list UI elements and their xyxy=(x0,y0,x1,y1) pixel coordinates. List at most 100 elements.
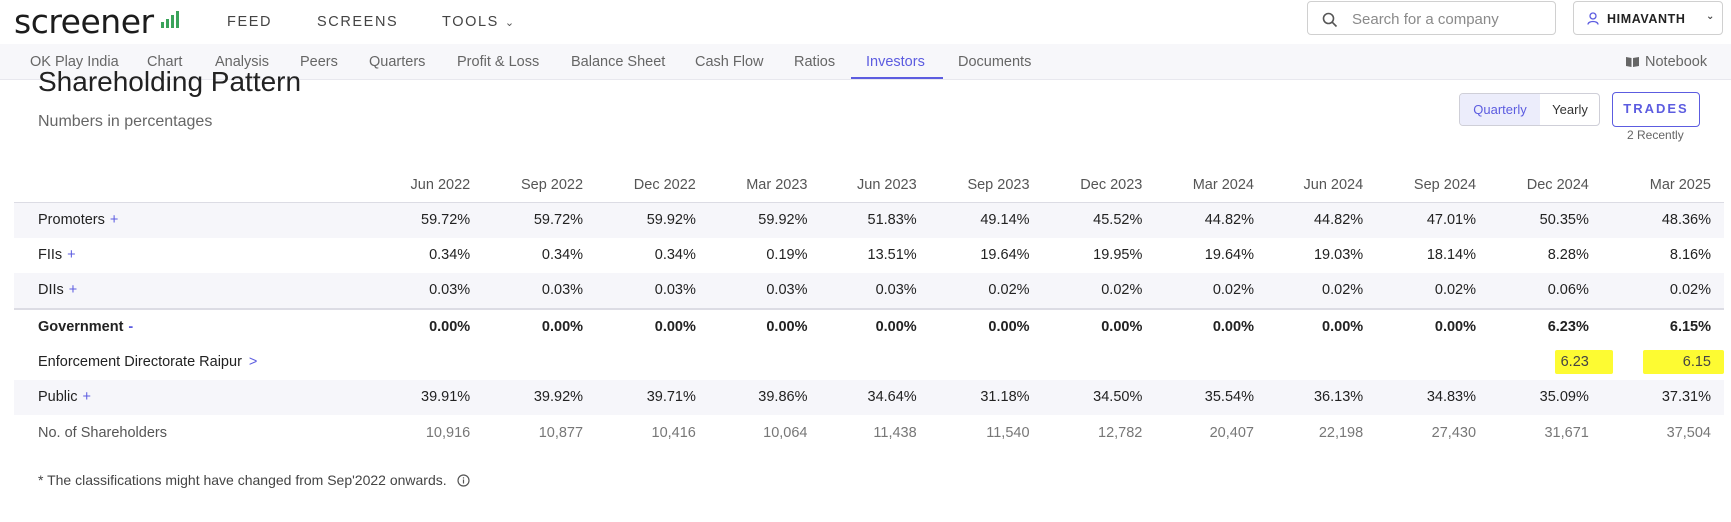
table-cell: 19.64% xyxy=(1204,247,1254,264)
column-header: Sep 2024 xyxy=(1376,168,1490,203)
toggle-yearly[interactable]: Yearly xyxy=(1552,102,1588,117)
table-cell: 10,877 xyxy=(538,424,584,441)
table-cell: 59.72% xyxy=(483,202,597,238)
trades-button[interactable]: TRADES xyxy=(1612,92,1700,127)
row-label-diis[interactable]: DIIs + xyxy=(14,273,374,309)
subnav-item-company[interactable]: OK Play India xyxy=(30,54,119,70)
subnav-item-profit-loss[interactable]: Profit & Loss xyxy=(457,54,540,70)
column-header: Jun 2024 xyxy=(1266,168,1377,203)
subnav-item-chart[interactable]: Chart xyxy=(147,54,183,70)
table-cell: 8.28% xyxy=(1547,247,1589,264)
footnote: * The classifications might have changed… xyxy=(38,472,470,488)
subnav-item-ratios[interactable]: Ratios xyxy=(794,54,836,70)
table-cell: 34.64% xyxy=(820,379,930,415)
table-cell: 27,430 xyxy=(1431,424,1477,441)
table-cell: 59.92% xyxy=(708,202,821,238)
search-box[interactable] xyxy=(1307,1,1556,35)
table-cell xyxy=(483,344,596,380)
table-cell: 34.83% xyxy=(1376,379,1490,415)
table-row-fiis: FIIs +0.34% 0.34% 0.34% 0.19% 13.51% 19.64% 19.… xyxy=(14,238,1724,274)
row-label-promoters[interactable]: Promoters + xyxy=(14,202,374,238)
expand-plus-icon[interactable]: + xyxy=(67,247,76,264)
trades-recent-count: 2 Recently xyxy=(1627,128,1684,142)
table-cell: 19.03% xyxy=(1313,247,1364,264)
search-icon xyxy=(1322,12,1338,28)
table-cell: 44.82% xyxy=(1266,202,1377,238)
row-label-government[interactable]: Government - xyxy=(14,307,374,344)
table-cell xyxy=(820,344,929,380)
subnav-item-peers[interactable]: Peers xyxy=(300,54,338,70)
table-cell: 22,198 xyxy=(1318,424,1364,441)
notebook-link[interactable]: Notebook xyxy=(1625,54,1707,70)
company-subnav: OK Play India Chart Analysis Peers Quart… xyxy=(0,44,1731,80)
table-cell: 35.54% xyxy=(1155,379,1267,415)
subnav-item-cash-flow[interactable]: Cash Flow xyxy=(695,54,764,70)
period-toggle: Quarterly Yearly xyxy=(1459,93,1600,126)
row-label-public[interactable]: Public + xyxy=(14,379,374,415)
table-cell xyxy=(1043,344,1156,380)
table-cell: 6.23 xyxy=(1489,344,1613,380)
highlighted-value: 6.23 xyxy=(1554,349,1613,374)
subnav-item-documents[interactable]: Documents xyxy=(958,54,1032,70)
table-cell: 36.13% xyxy=(1266,379,1377,415)
subnav-item-analysis[interactable]: Analysis xyxy=(215,54,269,70)
user-icon xyxy=(1587,12,1599,25)
table-cell: 31,671 xyxy=(1544,424,1589,441)
table-cell: 0.34% xyxy=(654,247,696,264)
row-label-text: DIIs xyxy=(38,282,64,299)
table-row-enforcement-directorate: Enforcement Directorate Raipur > 6.23 6.15 xyxy=(14,344,1724,380)
highlighted-value: 6.15 xyxy=(1642,349,1724,374)
info-icon[interactable] xyxy=(456,474,470,487)
subnav-item-balance-sheet[interactable]: Balance Sheet xyxy=(571,54,666,70)
user-menu-button[interactable]: HIMAVANTH ⌄ xyxy=(1573,1,1723,35)
table-cell xyxy=(374,344,483,380)
expand-plus-icon[interactable]: + xyxy=(68,282,78,299)
table-cell: 0.34% xyxy=(429,247,471,264)
row-label-text: Promoters xyxy=(38,212,105,228)
section-title: Shareholding Pattern xyxy=(38,66,302,97)
notebook-label: Notebook xyxy=(1645,54,1708,70)
expand-plus-icon[interactable]: + xyxy=(82,389,91,406)
nav-screens[interactable]: SCREENS xyxy=(317,14,399,30)
chevron-right-icon[interactable]: > xyxy=(248,353,258,370)
table-row-public: Public +39.91% 39.92% 39.71% 39.86% 34.64% 31.… xyxy=(14,379,1724,415)
table-cell: 39.92% xyxy=(483,379,597,415)
table-cell: 0.34% xyxy=(541,247,584,264)
table-cell xyxy=(709,344,821,380)
row-label-enforcement-directorate[interactable]: Enforcement Directorate Raipur > xyxy=(14,344,374,380)
subnav-item-quarters[interactable]: Quarters xyxy=(369,54,426,70)
table-cell xyxy=(930,344,1043,380)
table-cell: 8.16% xyxy=(1669,247,1711,264)
table-cell: 0.02% xyxy=(929,273,1043,309)
table-row-government: Government -0.00% 0.00% 0.00% 0.00% 0.00% 0.00… xyxy=(14,307,1724,344)
table-cell: 0.00% xyxy=(820,307,930,344)
table-cell: 0.03% xyxy=(820,273,930,309)
toggle-quarterly[interactable]: Quarterly xyxy=(1460,94,1540,125)
table-cell: 0.02% xyxy=(1266,273,1377,309)
table-cell: 51.83% xyxy=(820,202,930,238)
table-cell: 39.91% xyxy=(374,379,484,415)
table-cell: 50.35% xyxy=(1489,202,1602,238)
column-header: Sep 2022 xyxy=(483,168,597,203)
table-cell: 0.00% xyxy=(929,307,1043,344)
table-cell xyxy=(1155,344,1267,380)
nav-feed[interactable]: FEED xyxy=(227,14,273,30)
expand-plus-icon[interactable]: + xyxy=(109,212,119,228)
logo-bars-icon xyxy=(161,11,179,28)
table-cell: 0.02% xyxy=(1155,273,1267,309)
nav-tools[interactable]: TOOLS ⌄ xyxy=(442,14,516,30)
table-header-row: Jun 2022 Sep 2022 Dec 2022 Mar 2023 Jun … xyxy=(14,168,1724,203)
table-cell: 0.00% xyxy=(708,307,821,344)
table-cell: 0.00% xyxy=(483,307,597,344)
row-label-text: Government xyxy=(38,318,124,335)
collapse-minus-icon[interactable]: - xyxy=(128,318,134,335)
search-input[interactable] xyxy=(1352,8,1547,30)
table-header-blank xyxy=(14,168,374,203)
table-cell: 48.36% xyxy=(1601,202,1724,238)
subnav-item-investors[interactable]: Investors xyxy=(866,54,925,70)
user-name: HIMAVANTH xyxy=(1607,12,1686,26)
row-label-text: Public xyxy=(38,389,78,406)
table-cell: 11,438 xyxy=(873,424,917,441)
brand-logo[interactable]: screener xyxy=(14,2,154,41)
row-label-fiis[interactable]: FIIs + xyxy=(14,238,374,274)
